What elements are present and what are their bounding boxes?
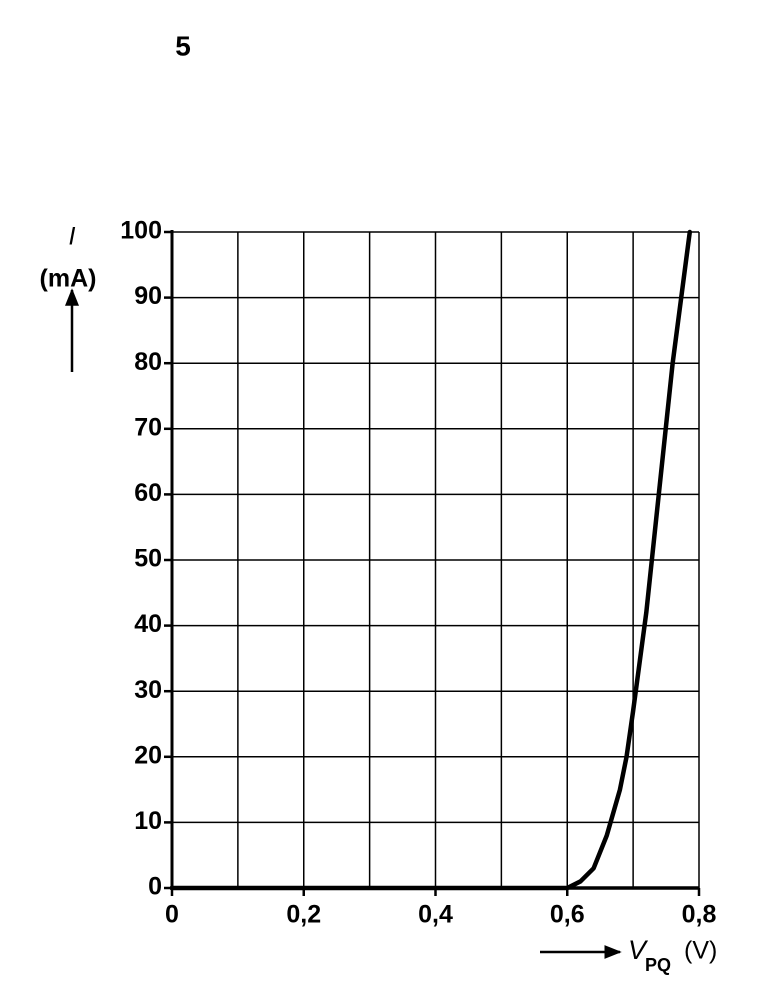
- y-tick-label: 50: [134, 545, 162, 573]
- y-tick-label: 70: [134, 413, 162, 441]
- x-tick-label: 0,4: [418, 901, 453, 929]
- data-line: [169, 229, 693, 891]
- x-tick-label: 0,8: [682, 901, 717, 929]
- y-tick-label: 40: [134, 610, 162, 638]
- y-tick-label: 90: [134, 282, 162, 310]
- chart-title: 5: [175, 30, 191, 61]
- x-axis-subscript: PQ: [645, 955, 671, 975]
- y-tick-label: 100: [120, 217, 162, 245]
- y-axis-unit: (mA): [40, 265, 97, 293]
- x-axis-label: V: [628, 935, 649, 965]
- x-axis-unit: (V): [684, 937, 717, 965]
- x-tick-label: 0: [165, 901, 179, 929]
- y-axis-label: I: [69, 223, 76, 251]
- x-tick-label: 0,6: [550, 901, 585, 929]
- y-tick-label: 80: [134, 348, 162, 376]
- x-tick-label: 0,2: [286, 901, 321, 929]
- y-tick-label: 10: [134, 807, 162, 835]
- y-tick-label: 0: [148, 873, 162, 901]
- y-tick-label: 30: [134, 676, 162, 704]
- y-tick-label: 20: [134, 741, 162, 769]
- y-tick-label: 60: [134, 479, 162, 507]
